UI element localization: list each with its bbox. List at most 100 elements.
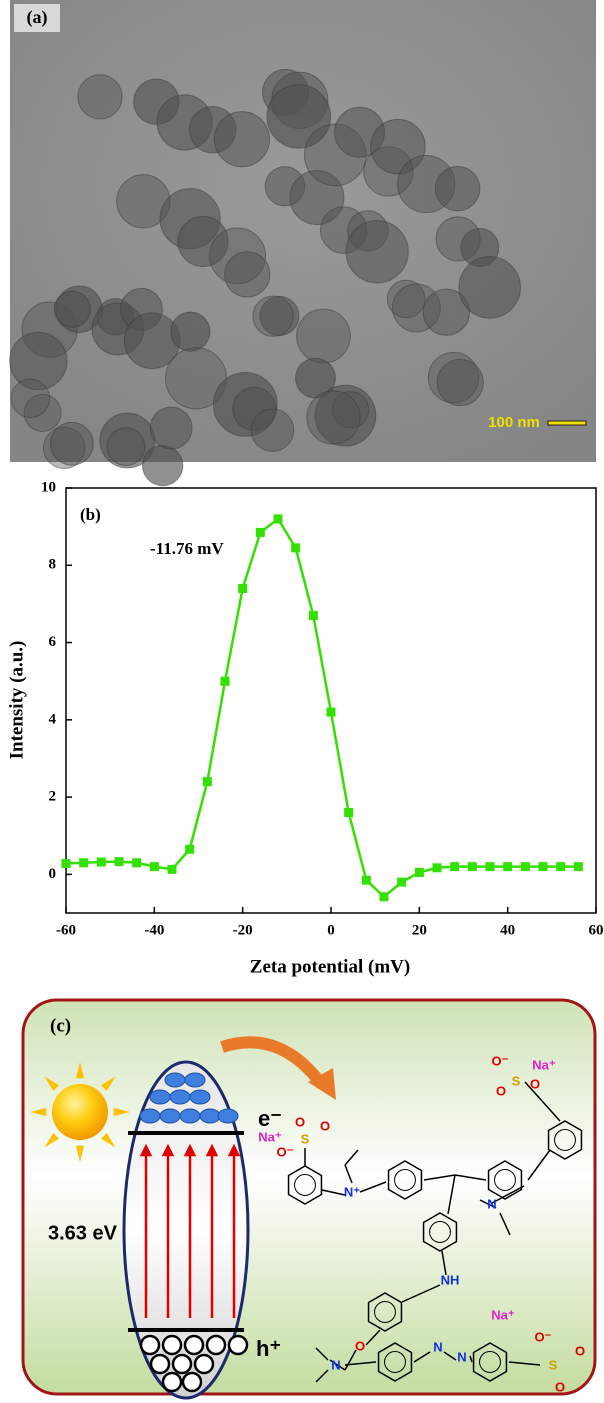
ring-inner <box>394 1169 416 1191</box>
x-tick-label: 0 <box>327 922 335 938</box>
electron-label: e⁻ <box>258 1106 282 1131</box>
y-axis-label: Intensity (a.u.) <box>6 641 27 760</box>
scale-bar <box>547 420 587 426</box>
electron <box>149 1089 171 1105</box>
electron <box>159 1108 181 1124</box>
sun-ray <box>100 1132 116 1148</box>
band-gap-label: 3.63 eV <box>48 1222 118 1244</box>
bond <box>423 1174 456 1181</box>
atom-label: N <box>457 1349 466 1364</box>
point <box>238 583 248 593</box>
hole <box>181 1371 203 1393</box>
ring-inner <box>479 1351 501 1373</box>
point <box>114 857 124 867</box>
panel-label: (c) <box>50 1015 71 1036</box>
electron <box>139 1108 161 1124</box>
nanoparticle <box>53 290 91 328</box>
bond <box>344 1361 377 1366</box>
sun-ray <box>75 1062 85 1079</box>
nanoparticle <box>49 421 94 466</box>
electron <box>179 1108 201 1124</box>
point <box>167 864 177 874</box>
bond <box>401 1284 441 1303</box>
sun-ray <box>44 1132 60 1148</box>
bond <box>321 1189 346 1196</box>
atom-label: N⁺ <box>344 1184 360 1199</box>
hole <box>193 1353 215 1375</box>
y-tick-label: 8 <box>49 557 57 573</box>
bond <box>344 1149 359 1166</box>
point <box>220 676 230 686</box>
nanoparticle <box>177 215 229 268</box>
x-tick-label: -20 <box>233 922 253 938</box>
electron <box>217 1108 239 1124</box>
annotation: -11.76 mV <box>150 539 224 558</box>
ring-inner <box>554 1129 576 1151</box>
hole <box>227 1334 249 1356</box>
ring-inner <box>494 1169 516 1191</box>
nanoparticle <box>252 295 294 337</box>
atom-label: N <box>331 1357 340 1372</box>
y-tick-label: 10 <box>41 479 56 495</box>
x-tick-label: 20 <box>412 922 427 938</box>
atom-label: O <box>496 1083 506 1098</box>
bond <box>479 1199 497 1209</box>
bond <box>469 1355 473 1363</box>
electron <box>164 1072 186 1088</box>
bond <box>344 1349 357 1371</box>
band-diagram <box>139 1072 249 1393</box>
bond <box>365 1329 381 1346</box>
atom-label: Na⁺ <box>532 1057 556 1072</box>
nanoparticle <box>142 444 184 487</box>
point <box>467 862 477 872</box>
ring <box>547 1120 583 1160</box>
plot-frame <box>65 487 597 914</box>
sun-ray <box>100 1076 116 1092</box>
point <box>202 777 212 787</box>
nanoparticle <box>422 288 470 336</box>
sun-ray <box>30 1107 47 1117</box>
nanoparticle <box>296 308 351 364</box>
electron <box>189 1089 211 1105</box>
point <box>96 857 106 867</box>
point <box>538 862 548 872</box>
atom-label: S <box>301 1131 310 1146</box>
atom-label: O <box>295 1114 305 1129</box>
electron <box>199 1108 221 1124</box>
hole <box>139 1334 161 1356</box>
bond <box>441 1250 447 1276</box>
nanoparticle <box>106 427 146 467</box>
hole-label: h⁺ <box>256 1336 281 1361</box>
atom-label: O <box>575 1343 585 1358</box>
nanoparticle <box>10 378 51 419</box>
point <box>185 844 195 854</box>
ring <box>422 1212 458 1252</box>
y-tick-label: 4 <box>49 711 57 727</box>
point <box>149 862 159 872</box>
atom-label: O <box>530 1076 540 1091</box>
electron <box>169 1089 191 1105</box>
nanoparticle <box>345 220 409 284</box>
bond <box>454 1174 487 1181</box>
ring-inner <box>374 1301 396 1323</box>
electron <box>184 1072 206 1088</box>
point <box>379 892 389 902</box>
panel-label: (a) <box>27 7 48 28</box>
sun-disc <box>52 1084 108 1140</box>
x-axis-label: Zeta potential (mV) <box>250 956 410 977</box>
hole <box>149 1353 171 1375</box>
bond <box>443 1351 457 1361</box>
sun-ray <box>44 1076 60 1092</box>
point <box>79 858 89 868</box>
point <box>132 858 142 868</box>
point <box>255 527 265 537</box>
point <box>556 862 566 872</box>
bond <box>447 1174 456 1215</box>
ring <box>387 1160 423 1200</box>
nanoparticle <box>9 331 68 391</box>
atom-label: Na⁺ <box>258 1129 282 1144</box>
point <box>273 514 283 524</box>
nanoparticle <box>209 227 266 285</box>
nanoparticle <box>170 311 211 352</box>
